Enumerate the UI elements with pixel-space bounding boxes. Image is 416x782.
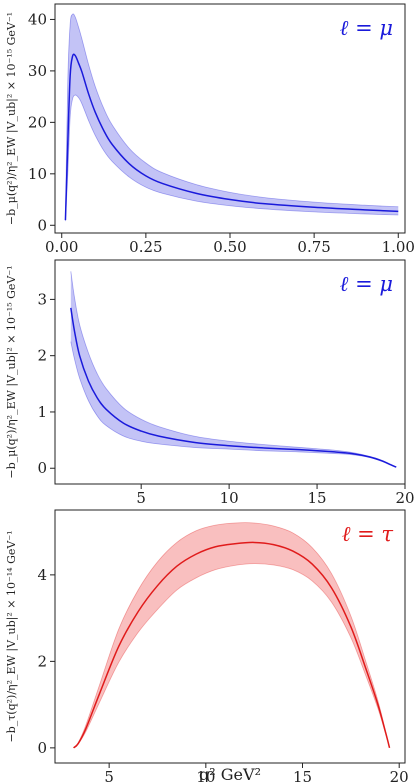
band-upper-edge [73, 522, 390, 749]
x-axis-label: q² GeV² [199, 765, 261, 782]
x-tick-label: 15 [293, 768, 312, 782]
band-lower-edge [73, 563, 390, 749]
y-tick-label: 10 [28, 165, 47, 183]
plot-area [73, 522, 391, 749]
y-axis-label: −b_μ(q²)/η²_EW |V_ub|² × 10⁻¹⁵ GeV⁻¹ [5, 265, 19, 478]
x-tick-label: 10 [220, 489, 239, 507]
plot-area [70, 271, 397, 468]
chart-panel-3: 5 10 15 20 0 2 4 ℓ = τ −b_τ(q²)/η²_EW |V_ub|² × … [5, 509, 409, 782]
x-tick-label: 0.25 [129, 238, 162, 256]
y-tick-label: 40 [28, 10, 47, 28]
legend-label: ℓ = μ [340, 272, 393, 296]
chart-panel-2: 5 10 15 20 0 1 2 3 ℓ = μ −b_μ(q²)/η²_EW |V_ub|² ×… [5, 259, 415, 507]
y-axis-label: −b_τ(q²)/η²_EW |V_ub|² × 10⁻¹⁴ GeV⁻¹ [5, 530, 19, 742]
series-line [73, 541, 391, 749]
uncertainty-band [73, 522, 390, 748]
y-tick-label: 0 [37, 216, 47, 234]
y-tick-label: 1 [37, 403, 47, 421]
x-tick-label: 5 [136, 489, 146, 507]
x-tick-label: 0.00 [45, 238, 78, 256]
y-tick-label: 0 [37, 459, 47, 477]
x-tick-label: 5 [104, 768, 114, 782]
x-tick-label: 1.00 [382, 238, 415, 256]
x-tick-label: 20 [395, 489, 414, 507]
x-tick-label: 0.75 [297, 238, 330, 256]
series-line [70, 307, 397, 468]
series-line [64, 53, 399, 221]
legend-label: ℓ = μ [340, 16, 393, 40]
band-upper-edge [65, 13, 399, 220]
y-tick-label: 30 [28, 62, 47, 80]
x-tick-label: 15 [308, 489, 327, 507]
y-tick-label: 4 [37, 566, 47, 584]
y-tick-label: 2 [37, 652, 47, 670]
y-tick-label: 3 [37, 290, 47, 308]
band-lower-edge [65, 94, 399, 222]
y-tick-label: 2 [37, 347, 47, 365]
x-tick-label: 0.50 [213, 238, 246, 256]
legend-label: ℓ = τ [342, 522, 394, 546]
band-upper-edge [70, 271, 397, 468]
chart-panel-1: 0.00 0.25 0.50 0.75 1.00 0 10 20 30 40 ℓ = μ −b_μ(q… [5, 3, 415, 256]
y-tick-label: 0 [37, 739, 47, 757]
uncertainty-band [70, 271, 397, 468]
plot-frame [54, 509, 406, 764]
x-tick-label: 10 [196, 768, 215, 782]
x-tick-label: 20 [390, 768, 409, 782]
y-axis-label: −b_μ(q²)/η²_EW |V_ub|² × 10⁻¹⁵ GeV⁻¹ [5, 12, 19, 225]
y-tick-label: 20 [28, 113, 47, 131]
plot-frame [54, 259, 406, 485]
plot-area [64, 13, 399, 222]
uncertainty-band [65, 13, 399, 222]
